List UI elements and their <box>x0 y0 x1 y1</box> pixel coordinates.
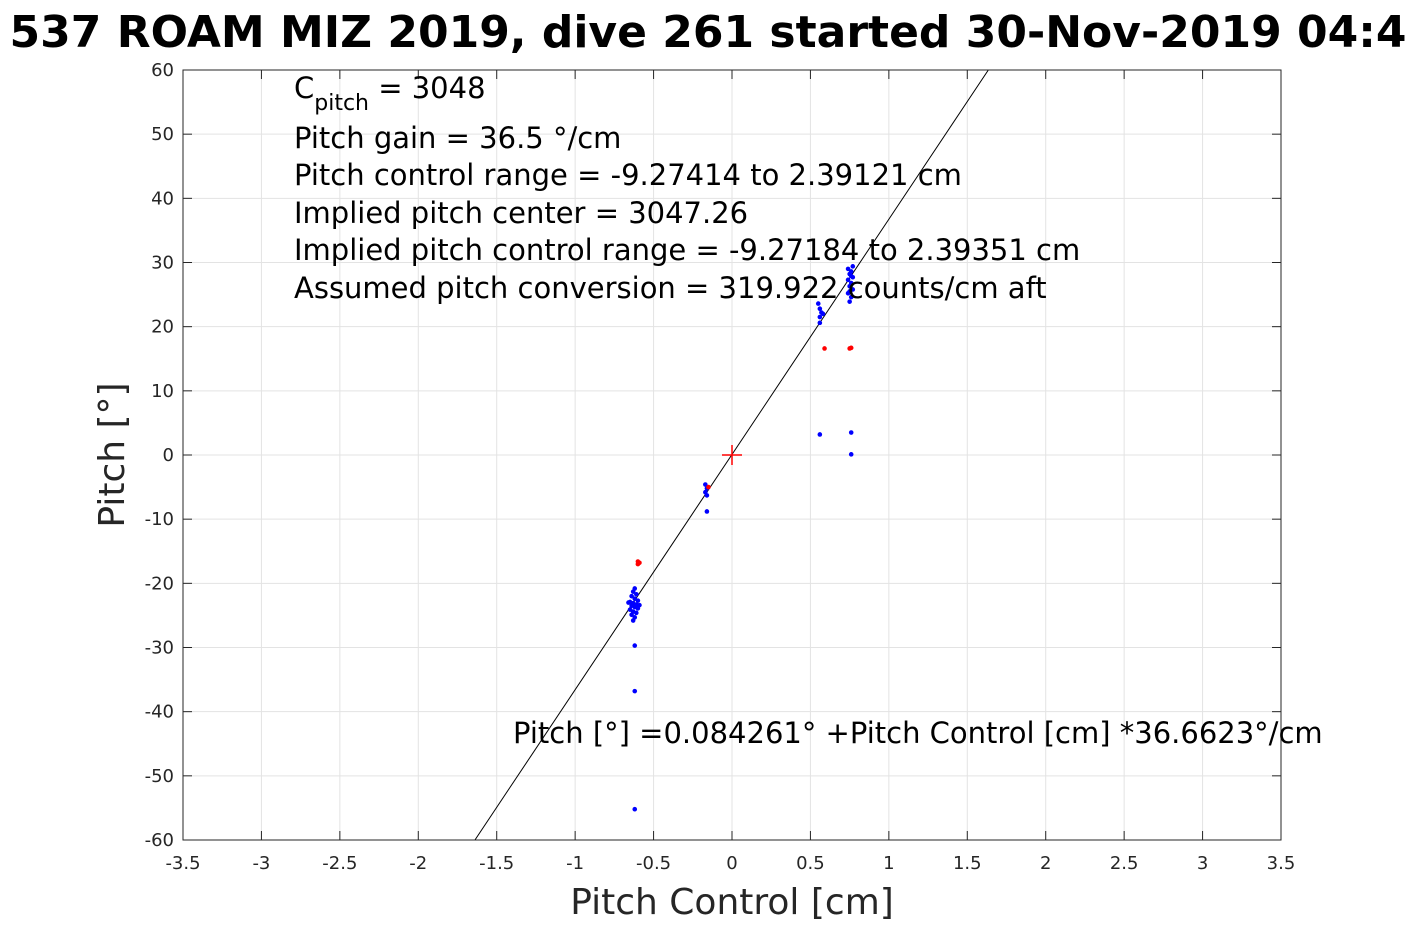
y-tick-label: 20 <box>151 317 174 338</box>
data-layer <box>474 70 989 840</box>
data-point-blue <box>817 314 823 320</box>
y-tick-label: -20 <box>145 573 174 594</box>
data-point-blue <box>848 430 854 435</box>
x-axis-label: Pitch Control [cm] <box>570 882 894 923</box>
data-point-blue <box>626 600 631 605</box>
data-point-blue <box>704 493 710 498</box>
data-point-blue <box>848 294 854 300</box>
data-point-blue <box>629 612 634 618</box>
y-tick-label: 30 <box>151 253 174 274</box>
data-point-blue <box>634 610 639 616</box>
data-point-blue <box>704 509 710 514</box>
data-point-blue <box>847 299 852 304</box>
x-tick-label: 3 <box>1197 853 1208 874</box>
x-tick-label: -1.5 <box>479 853 514 874</box>
pitch-control-range-annotation: Pitch control range = -9.27414 to 2.3912… <box>294 158 962 192</box>
x-tick-label: -1 <box>566 853 584 874</box>
x-tick-label: 1 <box>883 853 894 874</box>
data-point-blue <box>845 266 851 272</box>
y-tick-label: 40 <box>151 188 174 209</box>
fit-equation-annotation: Pitch [°] =0.084261° +Pitch Control [cm]… <box>513 716 1323 750</box>
c-pitch-annotation: Cpitch = 3048 <box>294 71 486 116</box>
data-point-blue <box>848 452 854 457</box>
tick-marks <box>182 69 1282 841</box>
data-point-blue <box>817 306 823 312</box>
x-tick-label: -3 <box>252 853 270 874</box>
implied-range-annotation: Implied pitch control range = -9.27184 t… <box>294 233 1080 267</box>
data-point-blue <box>632 643 638 648</box>
x-tick-label: 0.5 <box>796 853 825 874</box>
data-point-blue <box>630 618 636 623</box>
data-point-red <box>706 484 711 490</box>
plot-frame <box>182 69 1282 841</box>
data-point-blue <box>630 589 636 594</box>
data-point-blue <box>817 432 823 437</box>
data-point-blue <box>845 277 851 283</box>
data-point-blue <box>848 269 854 274</box>
y-tick-label: -60 <box>145 830 174 851</box>
data-point-blue <box>634 591 639 597</box>
y-tick-label: -10 <box>145 509 174 530</box>
data-point-red <box>848 345 854 351</box>
data-point-red <box>635 561 641 567</box>
x-tick-label: -2 <box>409 853 427 874</box>
y-tick-label: 60 <box>151 60 174 81</box>
y-tick-labels: 60 50 40 30 20 10 0 -10 -20 -30 -40 -50 -60 <box>145 60 174 851</box>
chart-title: 537 ROAM MIZ 2019, dive 261 started 30-N… <box>10 7 1407 58</box>
y-tick-label: -40 <box>145 702 174 723</box>
data-point-blue <box>820 311 826 317</box>
data-point-blue <box>848 280 854 286</box>
assumed-conversion-annotation: Assumed pitch conversion = 319.922 count… <box>294 271 1047 305</box>
data-point-blue <box>632 806 638 812</box>
center-marker-group <box>722 445 742 465</box>
data-point-blue <box>637 602 642 608</box>
x-tick-label: 0 <box>726 853 737 874</box>
data-point-blue <box>815 301 821 306</box>
data-point-blue <box>632 688 638 694</box>
y-tick-label: 0 <box>163 445 174 466</box>
data-point-blue <box>817 320 823 326</box>
x-tick-label: -3.5 <box>165 853 200 874</box>
data-point-red <box>822 346 827 351</box>
y-tick-label: 10 <box>151 381 174 402</box>
x-tick-label: 2 <box>1040 853 1051 874</box>
x-tick-label: 3.5 <box>1267 853 1296 874</box>
x-tick-label: -0.5 <box>636 853 671 874</box>
x-tick-label: -2.5 <box>322 853 357 874</box>
y-tick-label: -50 <box>145 766 174 787</box>
data-point-blue <box>635 598 641 603</box>
data-point-blue <box>629 593 634 599</box>
x-tick-label: 2.5 <box>1110 853 1139 874</box>
data-point-blue <box>848 273 854 279</box>
data-point-blue <box>850 264 856 269</box>
data-point-blue <box>847 289 852 294</box>
y-tick-label: -30 <box>145 638 174 659</box>
pitch-gain-annotation: Pitch gain = 36.5 °/cm <box>294 121 621 155</box>
x-tick-labels: -3.5 -3 -2.5 -2 -1.5 -1 -0.5 0 0.5 1 1.5 2 2.5 3 3.5 <box>165 853 1295 874</box>
implied-center-annotation: Implied pitch center = 3047.26 <box>294 196 748 230</box>
data-point-blue <box>703 482 708 487</box>
y-axis-label: Pitch [°] <box>92 382 133 527</box>
scatter-points <box>626 264 856 812</box>
annotations: Cpitch = 3048 Pitch gain = 36.5 °/cm Pit… <box>294 71 1323 750</box>
x-tick-label: 1.5 <box>953 853 982 874</box>
y-tick-label: 50 <box>151 124 174 145</box>
